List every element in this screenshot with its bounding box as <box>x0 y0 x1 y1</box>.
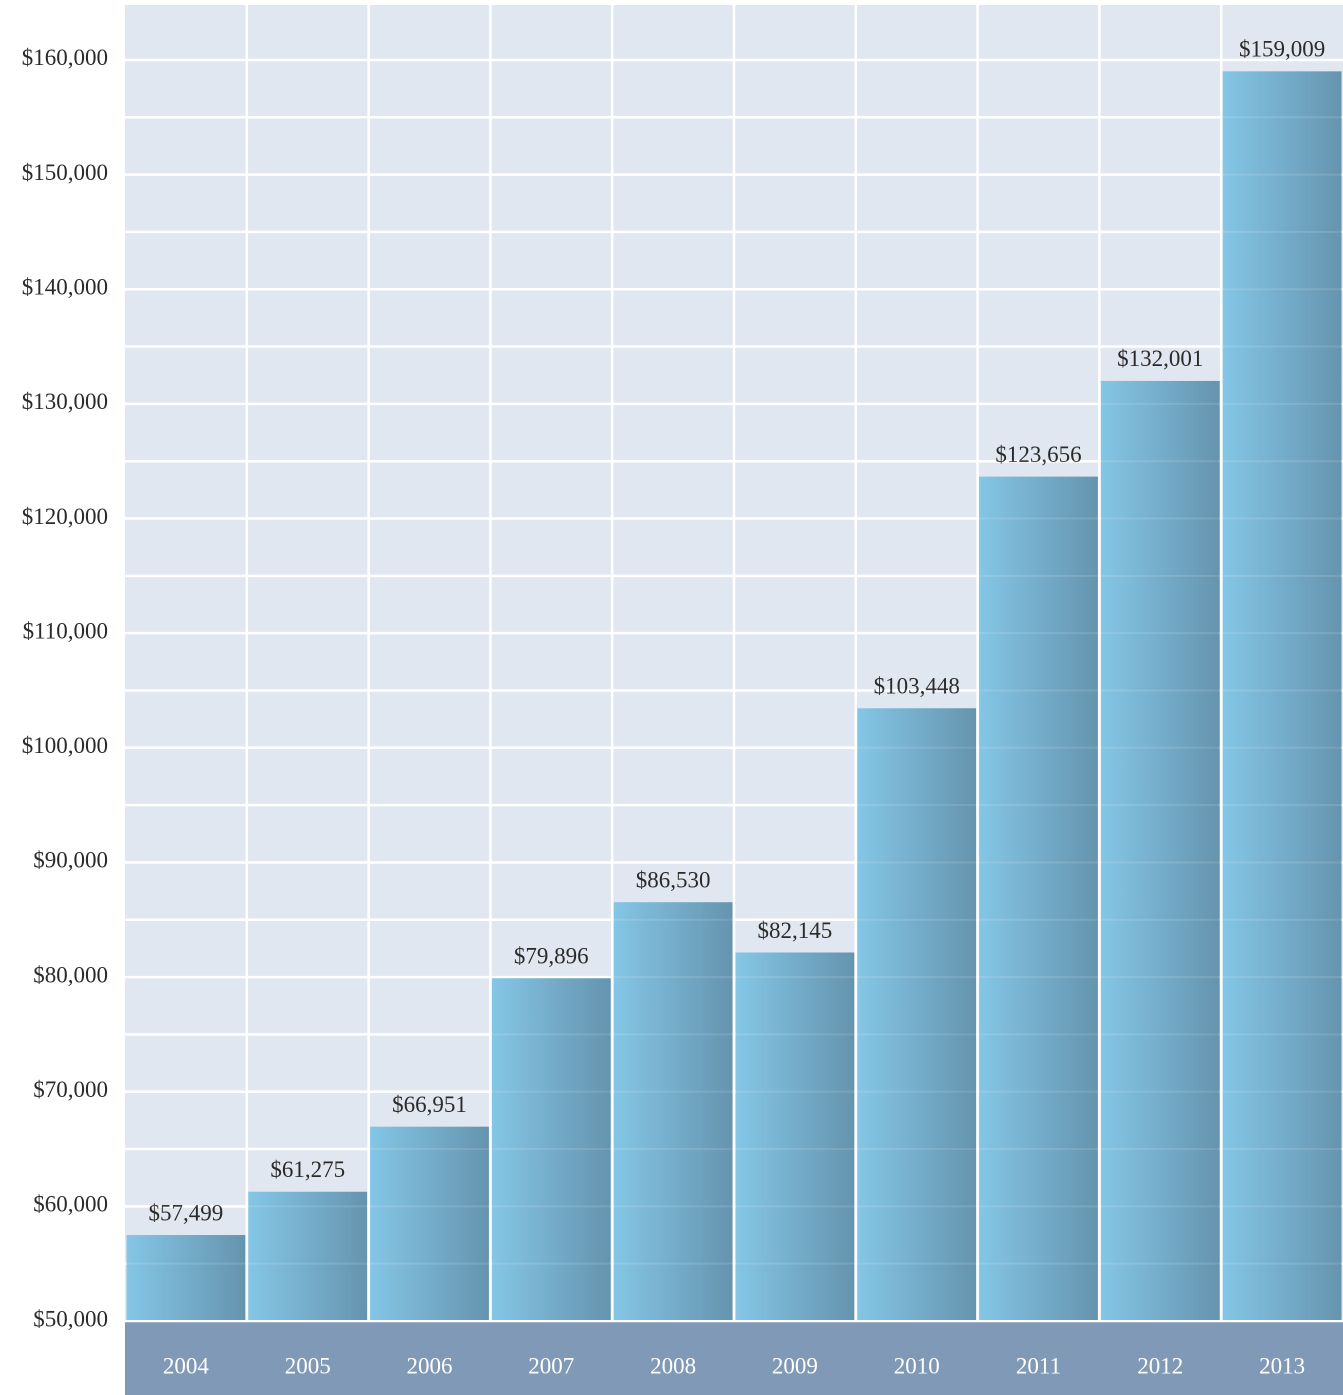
bar <box>1100 380 1220 1321</box>
y-tick-label: $100,000 <box>22 733 108 758</box>
y-tick-label: $160,000 <box>22 45 108 70</box>
value-label: $66,951 <box>392 1092 467 1117</box>
y-tick-label: $90,000 <box>33 848 108 873</box>
y-tick-label: $110,000 <box>23 618 108 643</box>
y-tick-label: $130,000 <box>22 389 108 414</box>
bar <box>491 978 611 1321</box>
value-label: $103,448 <box>874 674 960 699</box>
y-tick-label: $50,000 <box>33 1306 108 1331</box>
bar <box>857 708 977 1321</box>
bar <box>735 952 855 1321</box>
value-label: $86,530 <box>636 868 711 893</box>
y-tick-label: $140,000 <box>22 275 108 300</box>
x-tick-label: 2010 <box>894 1353 940 1378</box>
value-label: $159,009 <box>1239 37 1325 62</box>
x-tick-label: 2007 <box>528 1353 574 1378</box>
x-tick-label: 2012 <box>1137 1353 1183 1378</box>
value-label: $79,896 <box>514 944 589 969</box>
x-tick-label: 2009 <box>772 1353 818 1378</box>
x-tick-label: 2008 <box>650 1353 696 1378</box>
x-axis-band <box>125 1321 1343 1395</box>
bar <box>613 902 733 1321</box>
value-label: $123,656 <box>995 442 1081 467</box>
y-tick-label: $150,000 <box>22 160 108 185</box>
bar <box>248 1191 368 1321</box>
x-tick-label: 2005 <box>285 1353 331 1378</box>
y-tick-label: $80,000 <box>33 962 108 987</box>
y-tick-label: $70,000 <box>33 1077 108 1102</box>
bar <box>370 1126 489 1321</box>
x-tick-label: 2006 <box>407 1353 453 1378</box>
x-tick-label: 2004 <box>163 1353 210 1378</box>
y-tick-label: $60,000 <box>33 1192 108 1217</box>
value-label: $57,499 <box>149 1200 224 1225</box>
value-label: $132,001 <box>1117 346 1203 371</box>
value-label: $61,275 <box>270 1157 345 1182</box>
x-tick-label: 2011 <box>1016 1353 1061 1378</box>
bar <box>126 1235 246 1321</box>
bar <box>1222 71 1342 1322</box>
x-tick-label: 2013 <box>1259 1353 1305 1378</box>
bar <box>979 476 1098 1321</box>
value-label: $82,145 <box>758 918 833 943</box>
y-tick-label: $120,000 <box>22 504 108 529</box>
